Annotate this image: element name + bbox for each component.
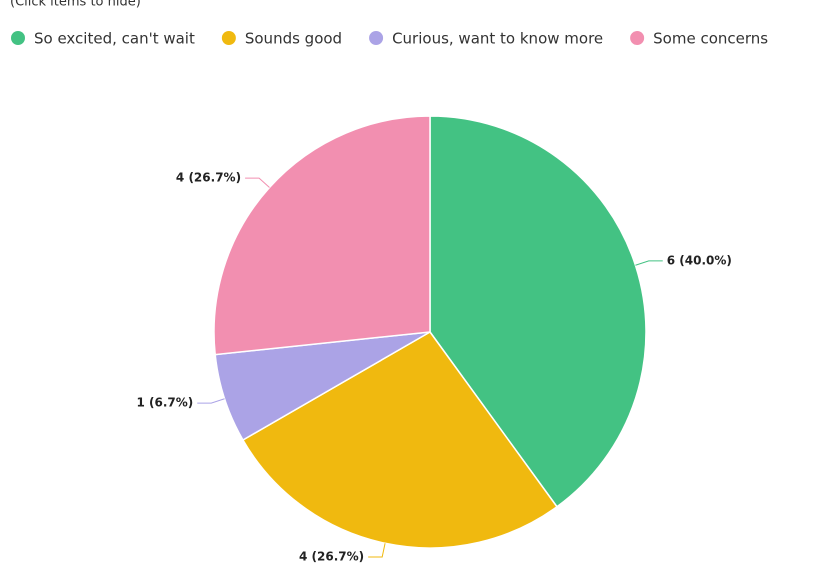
leader-line [368, 543, 386, 558]
legend-label[interactable]: Some concerns [653, 30, 768, 48]
legend-label[interactable]: So excited, can't wait [34, 30, 195, 48]
data-label: 1 (6.7%) [136, 396, 193, 410]
legend-swatch[interactable] [221, 31, 236, 45]
data-label: 4 (26.7%) [299, 549, 364, 563]
pie-slice [429, 115, 647, 508]
legend-label[interactable]: Sounds good [245, 30, 342, 48]
data-label: 6 (40.0%) [667, 253, 732, 267]
leader-line [635, 260, 663, 266]
data-label: 4 (26.7%) [176, 171, 241, 185]
legend-swatch[interactable] [11, 31, 25, 45]
legend-hint: (Click items to hide) [10, 0, 141, 10]
pie-slice [213, 115, 431, 356]
leader-line [197, 398, 225, 404]
legend-label[interactable]: Curious, want to know more [392, 30, 603, 48]
leader-line [245, 177, 270, 188]
legend-swatch[interactable] [630, 31, 645, 45]
legend-swatch[interactable] [369, 31, 384, 45]
